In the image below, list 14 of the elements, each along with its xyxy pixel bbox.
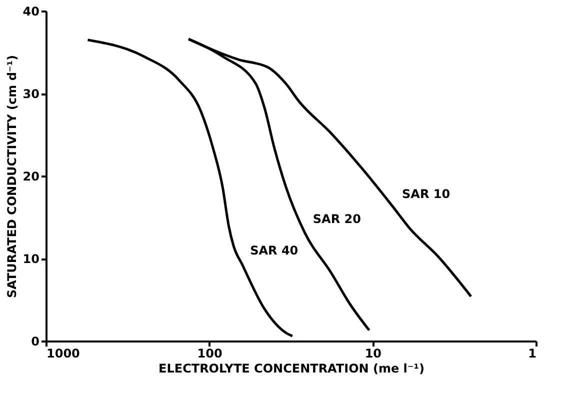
x-tick-label: 1000 bbox=[46, 346, 80, 360]
series-label: SAR 10 bbox=[402, 187, 450, 202]
y-tick-label: 30 bbox=[22, 87, 40, 101]
y-tick-label: 20 bbox=[22, 170, 40, 184]
y-axis-title: SATURATED CONDUCTIVITY (cm d⁻¹) bbox=[4, 54, 19, 298]
series-label: SAR 40 bbox=[250, 243, 298, 258]
x-tick-label: 10 bbox=[364, 346, 382, 360]
y-tick-label: 40 bbox=[22, 4, 40, 18]
series-label: SAR 20 bbox=[312, 212, 361, 226]
y-tick-label: 10 bbox=[22, 252, 40, 266]
x-tick-label: 100 bbox=[197, 346, 222, 360]
x-tick-label: 1 bbox=[528, 346, 536, 360]
y-tick-label: 0 bbox=[31, 334, 40, 348]
x-axis-title: ELECTROLYTE CONCENTRATION (me l⁻¹) bbox=[158, 362, 424, 376]
